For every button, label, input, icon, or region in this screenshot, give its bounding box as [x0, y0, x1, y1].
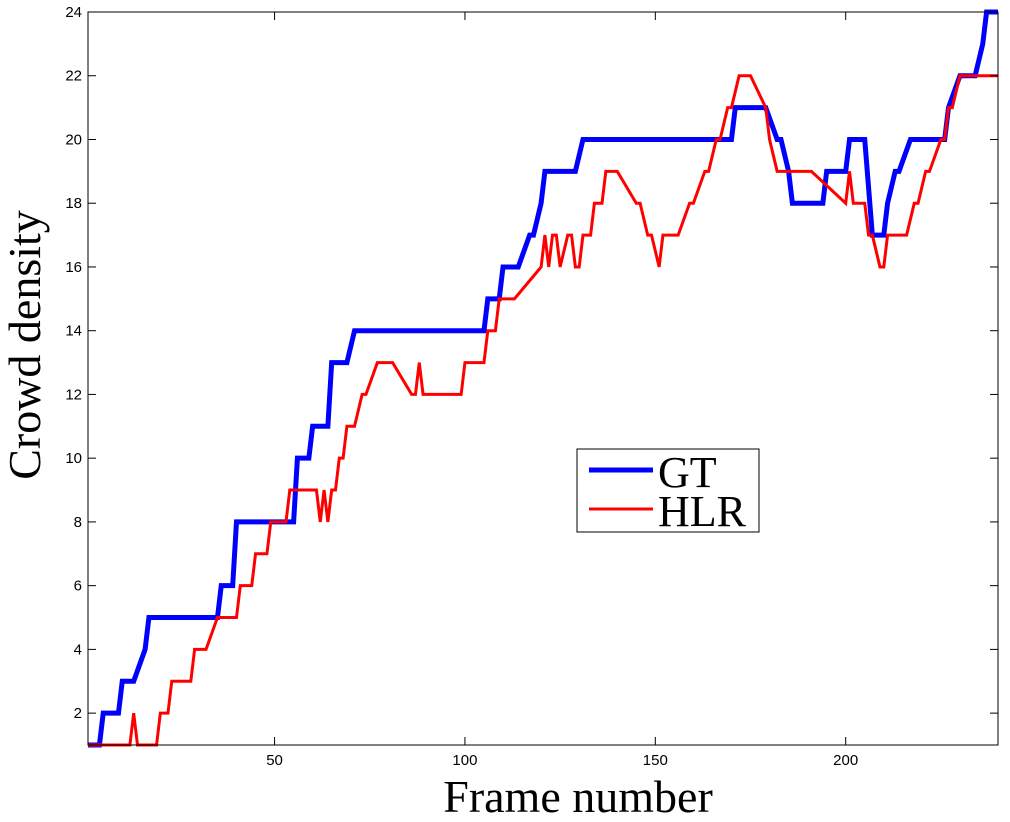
y-tick-label: 14	[65, 323, 82, 340]
y-tick-label: 22	[65, 68, 82, 85]
series-line-gt	[88, 9, 998, 748]
series-layer	[88, 9, 998, 748]
y-axis-label: Crowd density	[0, 210, 50, 480]
x-tick-label: 50	[266, 752, 283, 769]
y-tick-label: 24	[65, 4, 82, 21]
y-tick-label: 4	[74, 641, 82, 658]
legend: GT HLR	[576, 448, 760, 536]
legend-box	[576, 448, 760, 533]
y-tick-label: 20	[65, 131, 82, 148]
y-tick-label: 10	[65, 450, 82, 467]
y-tick-label: 8	[74, 514, 82, 531]
series-line-hlr	[88, 74, 998, 747]
y-tick-label: 16	[65, 259, 82, 276]
x-tick-label: 100	[452, 752, 477, 769]
y-tick-label: 2	[74, 705, 82, 722]
legend-label-gt: GT	[658, 448, 717, 497]
y-tick-label: 18	[65, 195, 82, 212]
plot-frame	[87, 11, 999, 746]
legend-label-hlr: HLR	[658, 487, 747, 536]
x-axis-label: Frame number	[443, 771, 713, 822]
y-tick-label: 6	[74, 578, 82, 595]
y-tick-label: 12	[65, 386, 82, 403]
x-tick-label: 150	[643, 752, 668, 769]
x-tick-label: 200	[833, 752, 858, 769]
